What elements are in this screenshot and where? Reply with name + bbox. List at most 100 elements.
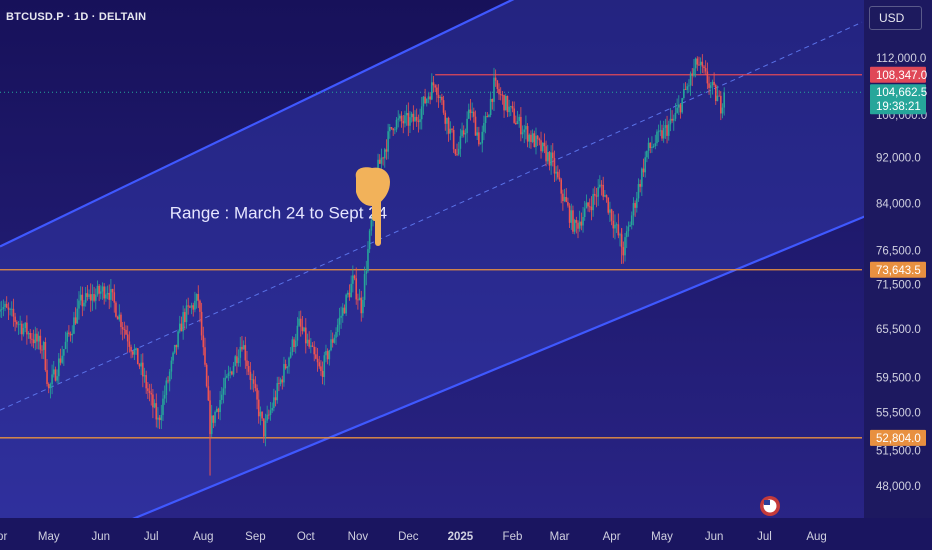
candle[interactable]	[242, 340, 245, 350]
candle[interactable]	[661, 124, 663, 141]
candle[interactable]	[200, 302, 203, 341]
candle[interactable]	[439, 95, 442, 103]
candle[interactable]	[229, 367, 231, 379]
candle[interactable]	[158, 415, 161, 430]
candle[interactable]	[630, 211, 633, 230]
candle[interactable]	[474, 110, 477, 136]
candle[interactable]	[241, 336, 243, 352]
candle[interactable]	[506, 95, 509, 118]
candle[interactable]	[69, 331, 72, 342]
candle[interactable]	[716, 85, 719, 102]
candle[interactable]	[407, 102, 410, 137]
candle[interactable]	[330, 330, 332, 352]
candle[interactable]	[168, 369, 171, 392]
candle[interactable]	[94, 288, 97, 310]
candle[interactable]	[541, 142, 544, 153]
candle[interactable]	[31, 332, 33, 347]
candle[interactable]	[111, 288, 114, 301]
candle[interactable]	[0, 301, 1, 318]
candle[interactable]	[7, 302, 10, 320]
candle[interactable]	[338, 307, 341, 336]
candle[interactable]	[254, 376, 257, 392]
candle[interactable]	[543, 133, 546, 154]
candle[interactable]	[222, 377, 225, 404]
candle[interactable]	[588, 198, 591, 213]
candle[interactable]	[163, 385, 166, 405]
candle[interactable]	[266, 405, 268, 423]
candle[interactable]	[597, 179, 599, 206]
candle[interactable]	[130, 344, 132, 359]
candle[interactable]	[498, 83, 500, 100]
candle[interactable]	[627, 221, 630, 237]
candle[interactable]	[91, 284, 94, 311]
candle[interactable]	[392, 127, 394, 136]
candle[interactable]	[478, 126, 480, 147]
candle[interactable]	[271, 402, 273, 414]
candle[interactable]	[49, 382, 52, 399]
candle[interactable]	[714, 83, 717, 105]
candle[interactable]	[131, 350, 134, 358]
candle[interactable]	[29, 328, 32, 344]
candle[interactable]	[192, 302, 195, 317]
candle[interactable]	[27, 331, 30, 339]
candle[interactable]	[135, 347, 137, 355]
candle[interactable]	[397, 110, 400, 128]
candle[interactable]	[481, 125, 484, 153]
candle[interactable]	[583, 200, 586, 221]
candle[interactable]	[51, 364, 53, 395]
candle[interactable]	[471, 102, 473, 118]
horizontal-levels[interactable]	[0, 74, 862, 439]
candle[interactable]	[483, 115, 485, 141]
candle[interactable]	[157, 407, 159, 429]
candle[interactable]	[703, 64, 705, 74]
candle[interactable]	[306, 333, 309, 347]
candle[interactable]	[578, 210, 581, 232]
candle[interactable]	[405, 104, 408, 126]
candle[interactable]	[204, 337, 206, 367]
candle[interactable]	[538, 137, 541, 146]
candle[interactable]	[74, 307, 77, 325]
candle[interactable]	[212, 415, 215, 429]
candle[interactable]	[409, 110, 411, 134]
candle[interactable]	[459, 128, 462, 157]
candle[interactable]	[657, 124, 660, 143]
support-price-tag[interactable]: 73,643.5	[870, 261, 926, 278]
candle[interactable]	[145, 370, 147, 394]
candle[interactable]	[367, 241, 369, 273]
candle[interactable]	[508, 99, 510, 117]
candle[interactable]	[257, 390, 260, 424]
candle[interactable]	[615, 222, 618, 234]
candle[interactable]	[651, 136, 653, 153]
candle[interactable]	[64, 331, 67, 350]
candle[interactable]	[678, 95, 680, 116]
candle[interactable]	[425, 98, 428, 107]
candle[interactable]	[133, 344, 136, 361]
candle[interactable]	[5, 296, 8, 309]
last-price-tag[interactable]: 104,662.5 19:38:21	[870, 84, 927, 115]
candle[interactable]	[442, 95, 445, 115]
candle[interactable]	[227, 365, 230, 381]
candle[interactable]	[281, 375, 284, 390]
candle[interactable]	[143, 367, 146, 383]
candle[interactable]	[152, 389, 154, 419]
candle[interactable]	[518, 114, 520, 128]
candle[interactable]	[614, 214, 616, 240]
candle[interactable]	[560, 177, 562, 204]
candle[interactable]	[558, 169, 561, 182]
candle[interactable]	[461, 122, 463, 138]
candle[interactable]	[345, 293, 347, 317]
candle[interactable]	[400, 111, 403, 128]
candle[interactable]	[378, 154, 381, 164]
candle[interactable]	[454, 148, 457, 156]
candle[interactable]	[412, 105, 415, 130]
candle[interactable]	[148, 383, 151, 402]
candle[interactable]	[175, 344, 178, 355]
candle[interactable]	[182, 305, 184, 340]
candle[interactable]	[494, 69, 497, 87]
candle[interactable]	[34, 326, 37, 351]
candle[interactable]	[350, 275, 352, 298]
candle[interactable]	[528, 133, 531, 149]
candle[interactable]	[269, 402, 272, 421]
candle[interactable]	[195, 293, 198, 309]
